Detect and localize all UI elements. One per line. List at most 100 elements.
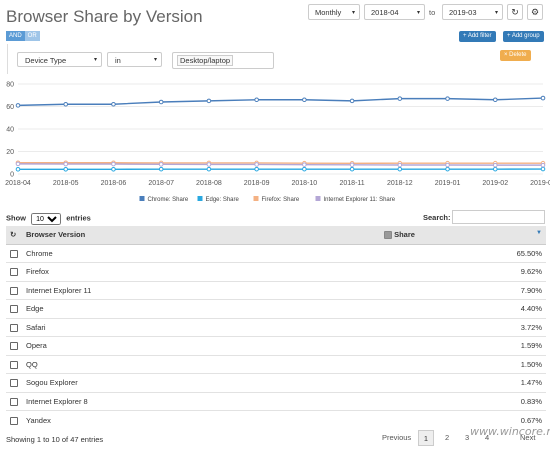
pager-page-2[interactable]: 2	[445, 433, 450, 442]
row-checkbox[interactable]	[10, 268, 18, 277]
filter-value-tag[interactable]: Desktop/laptop	[177, 55, 234, 66]
row-checkbox[interactable]	[10, 379, 18, 388]
show-label: Show	[6, 213, 26, 223]
table-row[interactable]: Edge 4.40%	[6, 299, 546, 318]
gear-icon: ⚙	[530, 7, 540, 17]
sort-desc-icon[interactable]: ▼	[536, 230, 542, 237]
row-checkbox[interactable]	[10, 249, 18, 258]
and-button[interactable]: AND	[6, 31, 25, 41]
data-point	[540, 95, 546, 101]
x-tick-label: 2018-11	[340, 180, 365, 187]
x-tick-label: 2018-04	[5, 180, 31, 187]
or-button[interactable]: OR	[24, 31, 40, 41]
add-filter-button[interactable]: + Add filter	[459, 31, 496, 42]
share-value: 1.50%	[380, 354, 546, 374]
row-checkbox[interactable]	[10, 342, 18, 351]
pager-page-3[interactable]: 3	[465, 433, 470, 442]
table-row[interactable]: Firefox 9.62%	[6, 262, 546, 281]
to-date-select[interactable]: 2019-03 ▾	[442, 4, 503, 20]
row-checkbox[interactable]	[10, 286, 18, 295]
add-group-button[interactable]: + Add group	[503, 31, 544, 42]
share-line-chart: 0 20 40 60 80 2018-04 2018-05 2018-06 2018-07 201…	[5, 82, 550, 204]
pager-page-1[interactable]: 1	[418, 430, 434, 446]
share-value: 0.83%	[380, 391, 546, 411]
row-checkbox[interactable]	[10, 323, 18, 332]
data-point	[302, 97, 307, 103]
share-value: 9.62%	[380, 262, 546, 281]
x-tick-label: 2018-05	[53, 180, 79, 187]
data-point	[302, 162, 307, 167]
filter-operator-select[interactable]: in ▾	[107, 52, 162, 67]
settings-button[interactable]: ⚙	[527, 4, 543, 20]
table-row[interactable]: Yandex 0.67%	[6, 410, 546, 429]
table-row[interactable]: Opera 1.59%	[6, 336, 546, 355]
table-row[interactable]: Internet Explorer 8 0.83%	[6, 391, 546, 411]
data-point	[63, 161, 69, 167]
table-row[interactable]: Sogou Explorer 1.47%	[6, 373, 546, 392]
period-select[interactable]: Monthly ▾	[308, 4, 360, 20]
data-point	[397, 96, 403, 101]
data-point	[254, 97, 259, 103]
data-point	[158, 162, 164, 167]
row-checkbox[interactable]	[10, 305, 18, 314]
browser-name: Safari	[22, 317, 380, 337]
filter-value-input[interactable]: Desktop/laptop	[172, 52, 274, 69]
chevron-down-icon: ▾	[416, 10, 420, 16]
y-tick-label: 80	[6, 82, 14, 89]
column-header-browser[interactable]: Browser Version	[22, 226, 380, 245]
share-value: 3.72%	[380, 317, 546, 337]
browser-table: ↻ Browser Version Share ▼ Chrome 65.50% Fir…	[6, 226, 546, 429]
share-value: 7.90%	[380, 280, 546, 300]
y-tick-label: 0	[10, 172, 14, 179]
refresh-icon[interactable]: ↻	[10, 230, 17, 240]
data-point	[206, 162, 212, 167]
share-column-checkbox[interactable]	[384, 231, 392, 240]
select-all-header[interactable]: ↻	[6, 226, 22, 245]
pager-page-4[interactable]: 4	[485, 433, 490, 442]
column-header-share[interactable]: Share ▼	[380, 226, 546, 245]
data-point	[349, 98, 355, 104]
browser-name: Internet Explorer 8	[22, 391, 380, 411]
table-row[interactable]: Chrome 65.50%	[6, 243, 546, 263]
table-row[interactable]: Internet Explorer 11 7.90%	[6, 280, 546, 300]
y-tick-label: 60	[6, 104, 14, 111]
legend-label: Chrome: Share	[148, 197, 189, 203]
row-checkbox[interactable]	[10, 397, 18, 406]
x-tick-label: 2018-09	[244, 180, 270, 187]
x-tick-label: 2018-06	[101, 180, 127, 187]
data-point	[63, 166, 69, 172]
filter-group	[7, 44, 542, 74]
y-tick-label: 40	[6, 127, 14, 134]
series-line	[17, 97, 544, 107]
page-size-select[interactable]: 10	[31, 213, 62, 225]
refresh-button[interactable]: ↻	[507, 4, 523, 20]
row-checkbox[interactable]	[10, 416, 18, 425]
browser-name: Yandex	[22, 410, 380, 429]
pager-previous[interactable]: Previous	[382, 433, 412, 442]
legend-label: Edge: Share	[206, 197, 240, 203]
series-line	[17, 163, 543, 166]
legend-swatch	[139, 196, 145, 201]
legend-swatch	[315, 196, 321, 201]
data-point	[206, 98, 212, 104]
share-value: 1.47%	[380, 373, 546, 392]
data-point	[445, 96, 450, 101]
filter-field-select[interactable]: Device Type ▾	[17, 52, 102, 67]
share-value: 0.67%	[380, 410, 546, 429]
row-checkbox[interactable]	[10, 360, 18, 369]
data-point	[349, 166, 355, 172]
legend-label: Internet Explorer 11: Share	[324, 197, 396, 203]
pager-next[interactable]: Next	[520, 433, 536, 442]
share-value: 4.40%	[380, 299, 546, 318]
browser-name: Edge	[22, 299, 380, 318]
delete-filter-button[interactable]: × Delete	[500, 50, 531, 61]
from-date-select[interactable]: 2018-04 ▾	[364, 4, 425, 20]
data-point	[254, 162, 259, 167]
table-row[interactable]: Safari 3.72%	[6, 317, 546, 337]
data-point	[63, 101, 69, 107]
search-input[interactable]	[452, 210, 545, 224]
data-point	[158, 99, 164, 105]
data-point	[492, 166, 498, 172]
table-row[interactable]: QQ 1.50%	[6, 354, 546, 374]
and-or-toggle[interactable]: AND OR	[6, 31, 40, 41]
